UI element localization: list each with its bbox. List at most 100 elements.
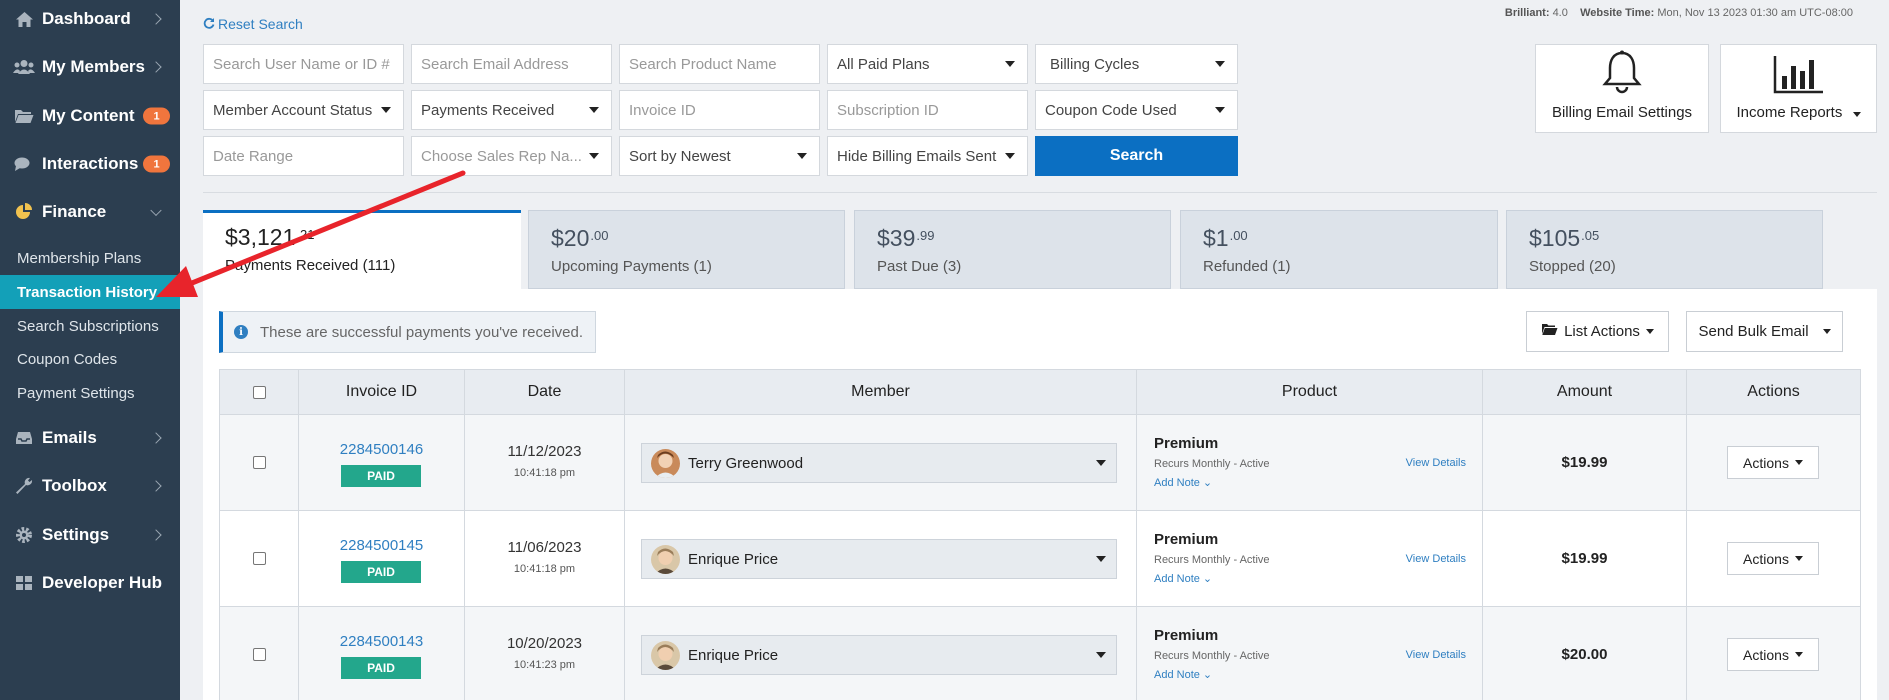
view-details-link[interactable]: View Details [1405, 649, 1466, 661]
sidebar-item-developer-hub[interactable]: Developer Hub [0, 559, 180, 607]
billing-email-settings-button[interactable]: Billing Email Settings [1535, 44, 1709, 133]
product-recurrence: Recurs Monthly - Active [1154, 554, 1270, 566]
sidebar-subitem-payment-settings[interactable]: Payment Settings [17, 384, 135, 402]
header-invoice-id: Invoice ID [299, 370, 465, 414]
product-name: Premium [1154, 531, 1219, 548]
invoice-id-link[interactable]: 2284500145 [339, 537, 424, 554]
search-product-input[interactable]: Search Product Name [619, 44, 820, 84]
invoice-id-link[interactable]: 2284500146 [339, 441, 424, 458]
sidebar-item-toolbox[interactable]: Toolbox [0, 462, 180, 510]
hide-billing-select[interactable]: Hide Billing Emails Sent [827, 136, 1028, 176]
sort-select[interactable]: Sort by Newest [619, 136, 820, 176]
row-actions-button[interactable]: Actions [1727, 446, 1819, 479]
send-bulk-email-button[interactable]: Send Bulk Email [1686, 311, 1843, 352]
table-header: Invoice ID Date Member Product Amount Ac… [219, 369, 1861, 415]
tab-label: Past Due (3) [877, 258, 962, 275]
member-select[interactable]: Enrique Price [641, 635, 1117, 675]
product-name: Premium [1154, 435, 1219, 452]
sidebar-item-interactions[interactable]: Interactions 1 [0, 140, 180, 188]
member-name: Enrique Price [688, 646, 779, 664]
row-actions-button[interactable]: Actions [1727, 542, 1819, 575]
sidebar-item-my-content[interactable]: My Content 1 [0, 92, 180, 140]
add-note-link[interactable]: Add Note ⌄ [1154, 573, 1213, 585]
sidebar-item-label: Developer Hub [42, 573, 162, 592]
select-all-checkbox[interactable] [252, 385, 266, 399]
info-message: i These are successful payments you've r… [219, 311, 596, 353]
folder-open-icon [1541, 323, 1558, 340]
income-reports-button[interactable]: Income Reports [1720, 44, 1877, 133]
pie-chart-icon [13, 202, 35, 222]
folder-icon [13, 106, 35, 126]
view-details-link[interactable]: View Details [1405, 553, 1466, 565]
payments-received-select[interactable]: Payments Received [411, 90, 612, 130]
row-time: 10:41:23 pm [513, 659, 576, 671]
row-checkbox[interactable] [253, 456, 266, 469]
invoice-id-input[interactable]: Invoice ID [619, 90, 820, 130]
subscription-id-input[interactable]: Subscription ID [827, 90, 1028, 130]
tab-amount: $3,121.21 [225, 224, 315, 250]
sidebar-item-label: My Content [42, 106, 135, 125]
view-details-link[interactable]: View Details [1405, 457, 1466, 469]
chevron-right-icon [150, 480, 162, 492]
sidebar-item-settings[interactable]: Settings [0, 511, 180, 559]
paid-plans-select[interactable]: All Paid Plans [827, 44, 1028, 84]
tab-past-due[interactable]: $39.99 Past Due (3) [854, 210, 1171, 289]
search-email-input[interactable]: Search Email Address [411, 44, 612, 84]
sidebar-subitem-transaction-history[interactable]: Transaction History [0, 275, 180, 309]
tab-refunded[interactable]: $1.00 Refunded (1) [1180, 210, 1498, 289]
sidebar-item-my-members[interactable]: My Members [0, 43, 180, 91]
row-checkbox[interactable] [253, 648, 266, 661]
sort-value: Sort by Newest [629, 147, 731, 165]
tab-label: Stopped (20) [1529, 258, 1616, 275]
tab-amount: $39.99 [877, 225, 935, 251]
member-select[interactable]: Terry Greenwood [641, 443, 1117, 483]
bar-chart-icon [1773, 56, 1823, 94]
bell-icon [1602, 50, 1642, 94]
sidebar-subitem-membership-plans[interactable]: Membership Plans [17, 249, 142, 267]
row-checkbox[interactable] [253, 552, 266, 565]
add-note-link[interactable]: Add Note ⌄ [1154, 477, 1213, 489]
invoice-id-link[interactable]: 2284500143 [339, 633, 424, 650]
add-note-link[interactable]: Add Note ⌄ [1154, 669, 1213, 681]
billing-cycles-select[interactable]: Billing Cycles [1035, 44, 1238, 84]
caret-down-icon [1005, 153, 1015, 159]
income-reports-label: Income Reports [1736, 104, 1861, 121]
date-range-input[interactable]: Date Range [203, 136, 404, 176]
member-select[interactable]: Enrique Price [641, 539, 1117, 579]
account-status-select[interactable]: Member Account Status [203, 90, 404, 130]
header-actions: Actions [1747, 383, 1800, 400]
status-badge: PAID [341, 657, 421, 679]
sidebar: Dashboard My Members My Content 1 Intera… [0, 0, 180, 700]
tab-amount: $20.00 [551, 225, 609, 251]
tab-stopped[interactable]: $105.05 Stopped (20) [1506, 210, 1823, 289]
list-actions-button[interactable]: List Actions [1526, 311, 1669, 352]
sidebar-item-label: Toolbox [42, 476, 107, 495]
inbox-icon [13, 428, 35, 448]
search-user-input[interactable]: Search User Name or ID # [203, 44, 404, 84]
tab-payments-received[interactable]: $3,121.21 Payments Received (111) [203, 210, 521, 289]
product-recurrence: Recurs Monthly - Active [1154, 650, 1270, 662]
chevron-right-icon [150, 13, 162, 25]
coupon-code-select[interactable]: Coupon Code Used [1035, 90, 1238, 130]
tab-amount: $105.05 [1529, 225, 1600, 251]
avatar [651, 544, 680, 574]
billing-email-settings-label: Billing Email Settings [1551, 104, 1693, 121]
sidebar-subitem-coupon-codes[interactable]: Coupon Codes [17, 350, 118, 368]
sidebar-item-emails[interactable]: Emails [0, 414, 180, 462]
row-date: 11/12/2023 [507, 443, 582, 460]
search-button[interactable]: Search [1035, 136, 1238, 176]
chevron-right-icon [150, 61, 162, 73]
coupon-code-value: Coupon Code Used [1045, 101, 1177, 119]
reset-search-link[interactable]: Reset Search [203, 16, 303, 32]
row-actions-button[interactable]: Actions [1727, 638, 1819, 671]
caret-down-icon [381, 107, 391, 113]
sidebar-subitem-search-subscriptions[interactable]: Search Subscriptions [17, 317, 159, 335]
sales-rep-select[interactable]: Choose Sales Rep Na... [411, 136, 612, 176]
caret-down-icon [1096, 556, 1106, 562]
sidebar-item-finance[interactable]: Finance [0, 188, 180, 236]
sales-rep-value: Choose Sales Rep Na... [421, 147, 582, 165]
sidebar-item-dashboard[interactable]: Dashboard [0, 0, 180, 43]
tab-upcoming-payments[interactable]: $20.00 Upcoming Payments (1) [528, 210, 845, 289]
tab-amount: $1.00 [1203, 225, 1248, 251]
comments-icon [13, 154, 35, 174]
